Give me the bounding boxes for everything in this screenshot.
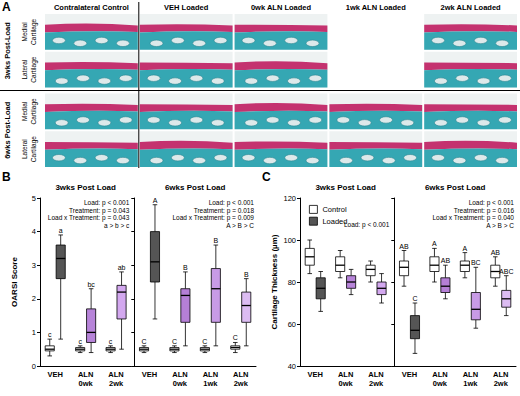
svg-text:ALN: ALN [172, 370, 187, 379]
svg-text:A: A [432, 240, 437, 247]
svg-text:80: 80 [288, 278, 296, 287]
svg-text:2wk: 2wk [234, 379, 249, 388]
svg-text:Cartilage Thickness (µm): Cartilage Thickness (µm) [270, 234, 279, 329]
svg-text:ALN: ALN [368, 370, 383, 379]
svg-text:ab: ab [118, 264, 126, 271]
svg-text:B: B [213, 237, 218, 244]
svg-text:Medial: Medial [21, 101, 28, 121]
svg-text:Load: p < 0.001: Load: p < 0.001 [468, 199, 514, 206]
svg-text:2wk: 2wk [109, 379, 124, 388]
svg-text:BC: BC [471, 259, 481, 266]
svg-text:AB: AB [441, 257, 451, 264]
svg-text:c: c [109, 338, 113, 345]
svg-text:3wks Post Load: 3wks Post Load [55, 183, 116, 192]
svg-text:Treatment: p = 0.016: Treatment: p = 0.016 [453, 206, 514, 214]
svg-text:40: 40 [288, 362, 296, 371]
svg-text:2wk ALN Loaded: 2wk ALN Loaded [441, 3, 502, 12]
svg-text:C: C [233, 334, 238, 341]
svg-text:OARSI Score: OARSI Score [10, 257, 19, 307]
svg-text:Medial: Medial [21, 22, 28, 42]
svg-text:AB: AB [399, 243, 409, 250]
svg-text:B: B [2, 170, 11, 184]
svg-text:C: C [262, 170, 271, 184]
svg-text:0: 0 [32, 362, 36, 371]
svg-text:1wk: 1wk [203, 379, 218, 388]
svg-text:6wks Post-Load: 6wks Post-Load [3, 101, 12, 159]
svg-text:A: A [2, 0, 11, 14]
svg-text:100: 100 [283, 236, 296, 245]
svg-text:Load x Treatment: p = 0.009: Load x Treatment: p = 0.009 [172, 214, 254, 221]
svg-text:0wk: 0wk [339, 379, 354, 388]
svg-text:ALN: ALN [108, 370, 123, 379]
svg-text:A > B > C: A > B > C [226, 222, 254, 229]
svg-text:VEH: VEH [142, 370, 157, 379]
svg-text:1wk ALN Loaded: 1wk ALN Loaded [346, 3, 407, 12]
svg-text:ALN: ALN [78, 370, 93, 379]
svg-text:6wks Post Load: 6wks Post Load [165, 183, 226, 192]
svg-text:A > B > C: A > B > C [486, 222, 514, 229]
svg-text:2: 2 [32, 294, 36, 303]
svg-text:a: a [59, 227, 63, 234]
svg-text:0wk: 0wk [173, 379, 188, 388]
svg-text:0wk ALN Loaded: 0wk ALN Loaded [251, 3, 312, 12]
svg-text:1wk: 1wk [463, 379, 478, 388]
svg-text:bc: bc [87, 281, 95, 288]
svg-text:ALN: ALN [338, 370, 353, 379]
svg-text:C: C [172, 338, 177, 345]
svg-text:3: 3 [32, 261, 36, 270]
svg-text:60: 60 [288, 320, 296, 329]
svg-text:ALN: ALN [463, 370, 478, 379]
svg-text:c: c [48, 331, 52, 338]
svg-text:Cartilage: Cartilage [30, 56, 38, 82]
svg-text:1: 1 [32, 328, 36, 337]
svg-text:Load: p < 0.001: Load: p < 0.001 [83, 199, 130, 206]
svg-text:Cartilage: Cartilage [30, 98, 38, 124]
svg-text:VEH: VEH [402, 370, 417, 379]
svg-text:Loaded: Loaded [322, 217, 347, 226]
svg-text:B: B [183, 264, 188, 271]
svg-text:Load x Treatment: p = 0.040: Load x Treatment: p = 0.040 [432, 214, 514, 221]
svg-text:120: 120 [283, 194, 296, 203]
svg-text:Load x Treatment: p = 0.043: Load x Treatment: p = 0.043 [47, 214, 130, 221]
svg-text:6wks Post Load: 6wks Post Load [425, 183, 486, 192]
svg-text:ALN: ALN [233, 370, 248, 379]
svg-text:Lateral: Lateral [21, 139, 28, 159]
svg-text:VEH: VEH [48, 370, 63, 379]
svg-text:Load: p < 0.001: Load: p < 0.001 [208, 199, 254, 206]
svg-text:ALN: ALN [493, 370, 508, 379]
svg-text:4: 4 [32, 227, 36, 236]
svg-text:VEH: VEH [308, 370, 323, 379]
svg-text:AB: AB [491, 249, 501, 256]
svg-text:C: C [141, 338, 146, 345]
svg-text:3wks Post Load: 3wks Post Load [315, 183, 376, 192]
svg-text:Lateral: Lateral [21, 59, 28, 79]
svg-text:ALN: ALN [203, 370, 218, 379]
svg-text:ALN: ALN [432, 370, 447, 379]
svg-text:Treatment: p = 0.043: Treatment: p = 0.043 [69, 206, 130, 214]
svg-text:ABC: ABC [499, 268, 513, 275]
svg-text:B: B [244, 271, 249, 278]
svg-text:0wk: 0wk [433, 379, 448, 388]
svg-text:5: 5 [32, 194, 36, 203]
svg-text:2wk: 2wk [369, 379, 384, 388]
svg-text:Cartilage: Cartilage [30, 18, 38, 44]
svg-text:3wks Post-Load: 3wks Post-Load [3, 22, 12, 80]
svg-text:0wk: 0wk [79, 379, 94, 388]
svg-text:Load: p < 0.001: Load: p < 0.001 [344, 221, 390, 229]
svg-text:2wk: 2wk [494, 379, 509, 388]
svg-text:A: A [463, 245, 468, 252]
svg-text:C: C [412, 295, 417, 302]
svg-text:c: c [78, 338, 82, 345]
svg-text:a > b > c: a > b > c [104, 222, 130, 229]
svg-text:VEH Loaded: VEH Loaded [164, 3, 209, 12]
svg-text:A: A [153, 197, 158, 204]
svg-text:Contralateral Control: Contralateral Control [54, 3, 129, 12]
svg-text:Treatment: p = 0.018: Treatment: p = 0.018 [193, 206, 254, 214]
svg-text:Cartilage: Cartilage [30, 136, 38, 162]
svg-text:Control: Control [322, 205, 347, 214]
svg-text:C: C [202, 338, 207, 345]
